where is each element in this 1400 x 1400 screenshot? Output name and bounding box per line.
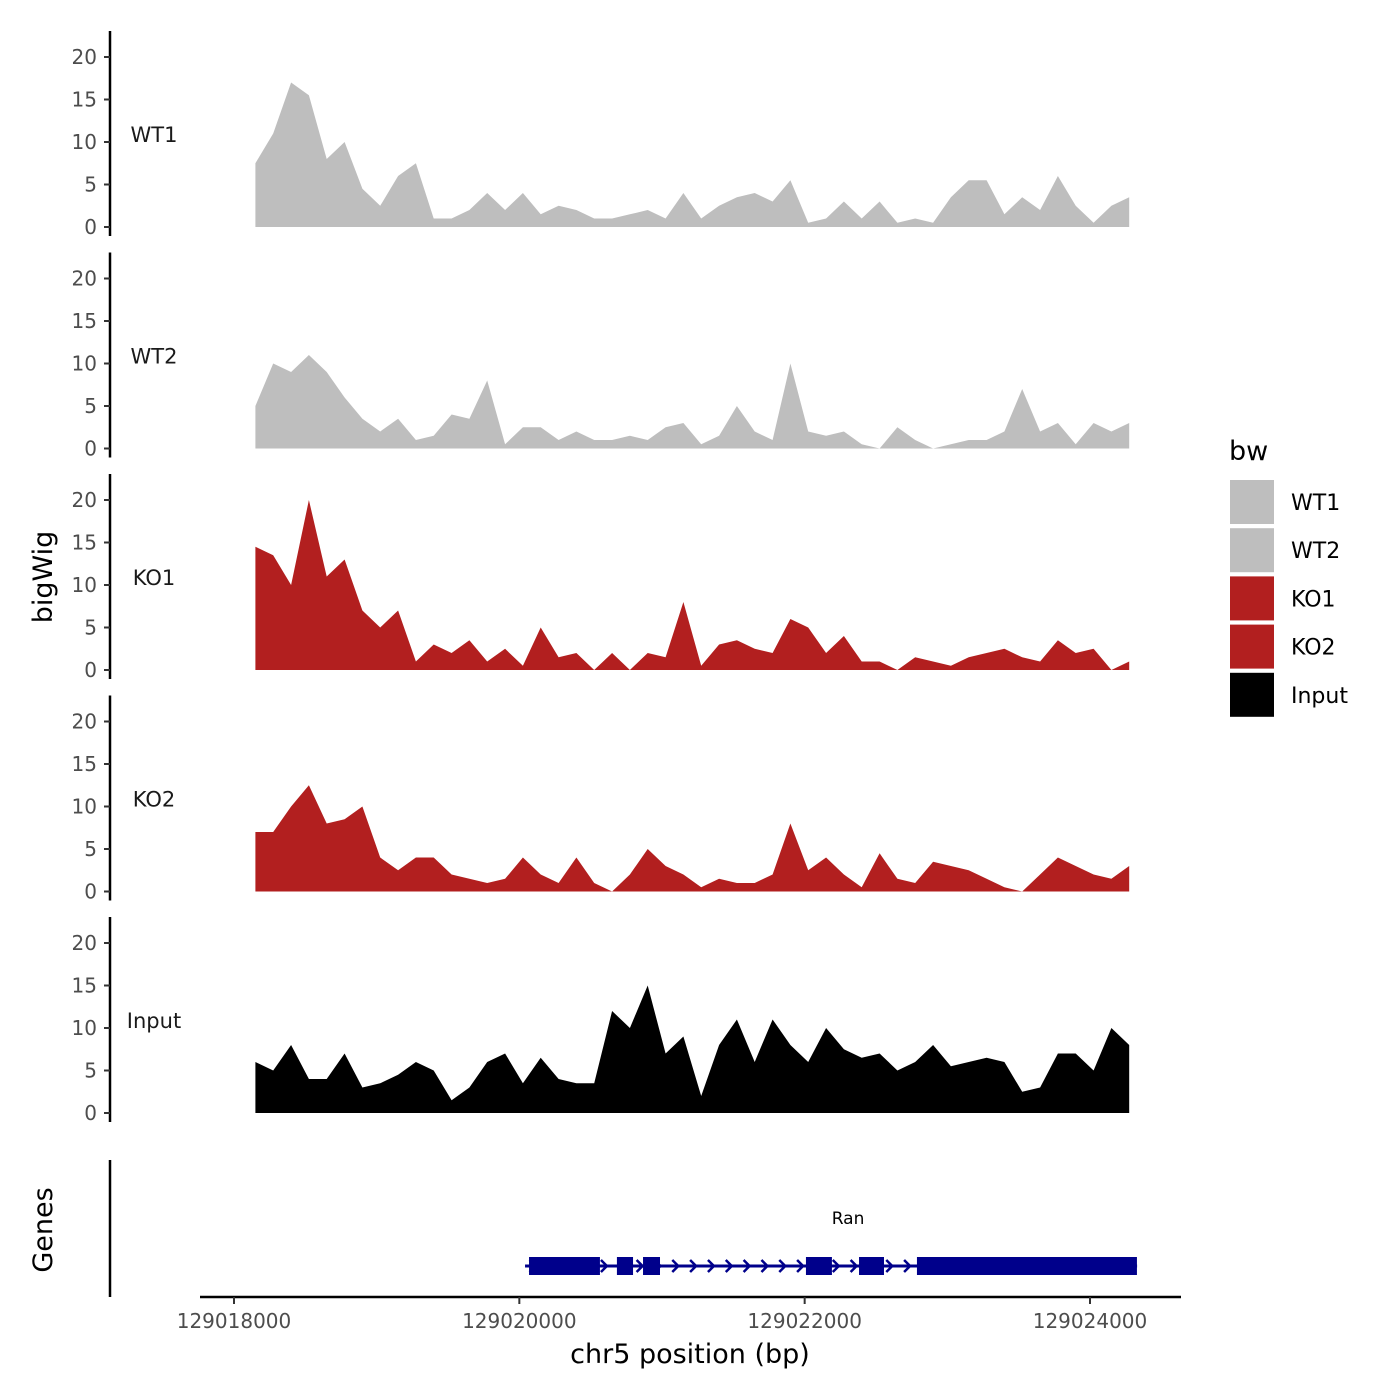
y-tick-label: 15 xyxy=(72,531,97,555)
track-label: Input xyxy=(127,1009,181,1033)
area-ko1 xyxy=(255,500,1130,670)
x-axis-title: chr5 position (bp) xyxy=(570,1339,810,1370)
strand-arrow-icon xyxy=(903,1259,912,1273)
y-tick-label: 0 xyxy=(84,215,97,239)
legend-label: KO1 xyxy=(1291,587,1336,612)
x-tick-label: 129022000 xyxy=(747,1309,862,1333)
gene-exon xyxy=(805,1257,832,1275)
strand-arrow-icon xyxy=(689,1259,698,1273)
y-tick-label: 0 xyxy=(84,658,97,682)
strand-arrow-icon xyxy=(707,1259,716,1273)
y-tick-label: 15 xyxy=(72,309,97,333)
y-tick-label: 10 xyxy=(72,1016,97,1040)
legend-label: KO2 xyxy=(1291,636,1336,661)
gene-label: Ran xyxy=(832,1209,865,1229)
legend-label: WT2 xyxy=(1291,539,1340,564)
y-tick-label: 20 xyxy=(72,267,97,291)
strand-arrow-icon xyxy=(831,1259,841,1273)
y-tick-label: 5 xyxy=(84,837,97,861)
y-tick-label: 20 xyxy=(72,931,97,955)
strand-arrow-icon xyxy=(724,1259,734,1273)
strand-arrow-icon xyxy=(849,1259,859,1273)
y-tick-label: 15 xyxy=(72,974,97,998)
track-label: WT2 xyxy=(131,345,178,369)
gene-exon xyxy=(859,1257,884,1275)
gene-exon xyxy=(916,1257,1137,1275)
y-tick-label: 10 xyxy=(72,352,97,376)
strand-arrow-icon xyxy=(885,1259,895,1273)
strand-arrow-icon xyxy=(635,1259,645,1273)
y-tick-label: 0 xyxy=(84,880,97,904)
track-label: KO2 xyxy=(133,788,176,812)
strand-arrow-icon xyxy=(760,1259,770,1273)
y-tick-label: 15 xyxy=(72,88,97,112)
y-tick-label: 5 xyxy=(84,173,97,197)
area-wt1 xyxy=(255,82,1130,227)
gene-exon xyxy=(643,1257,661,1275)
x-tick-label: 129020000 xyxy=(462,1309,577,1333)
legend-label: Input xyxy=(1291,684,1348,709)
y-tick-label: 15 xyxy=(72,752,97,776)
y-tick-label: 10 xyxy=(72,795,97,819)
legend-label: WT1 xyxy=(1291,491,1340,516)
track-label: KO1 xyxy=(133,566,176,590)
legend-title: bw xyxy=(1229,436,1268,467)
y-tick-label: 20 xyxy=(72,45,97,69)
legend-key-ko1 xyxy=(1230,576,1274,621)
y-axis-title: bigWig xyxy=(28,531,59,624)
y-tick-label: 0 xyxy=(84,437,97,461)
legend-key-wt2 xyxy=(1230,528,1274,573)
y-tick-label: 20 xyxy=(72,488,97,512)
area-wt2 xyxy=(255,355,1130,449)
area-input xyxy=(255,985,1130,1113)
strand-arrow-icon xyxy=(778,1259,788,1273)
area-ko2 xyxy=(255,785,1130,892)
strand-arrow-icon xyxy=(671,1259,681,1273)
strand-arrow-icon xyxy=(796,1259,805,1273)
y-tick-label: 10 xyxy=(72,130,97,154)
y-tick-label: 5 xyxy=(84,616,97,640)
legend-key-input xyxy=(1230,672,1274,717)
gene-track-title: Genes xyxy=(28,1187,59,1272)
legend-key-ko2 xyxy=(1230,624,1274,669)
gene-exon xyxy=(616,1257,634,1275)
x-tick-label: 129024000 xyxy=(1033,1309,1148,1333)
strand-arrow-icon xyxy=(742,1259,752,1273)
gene-exon xyxy=(529,1257,600,1275)
y-tick-label: 10 xyxy=(72,573,97,597)
y-tick-label: 5 xyxy=(84,394,97,418)
y-tick-label: 0 xyxy=(84,1101,97,1125)
x-tick-label: 129018000 xyxy=(177,1309,292,1333)
legend-key-wt1 xyxy=(1230,480,1274,524)
y-tick-label: 20 xyxy=(72,710,97,734)
y-tick-label: 5 xyxy=(84,1059,97,1083)
track-label: WT1 xyxy=(131,123,178,147)
strand-arrow-icon xyxy=(600,1259,609,1273)
